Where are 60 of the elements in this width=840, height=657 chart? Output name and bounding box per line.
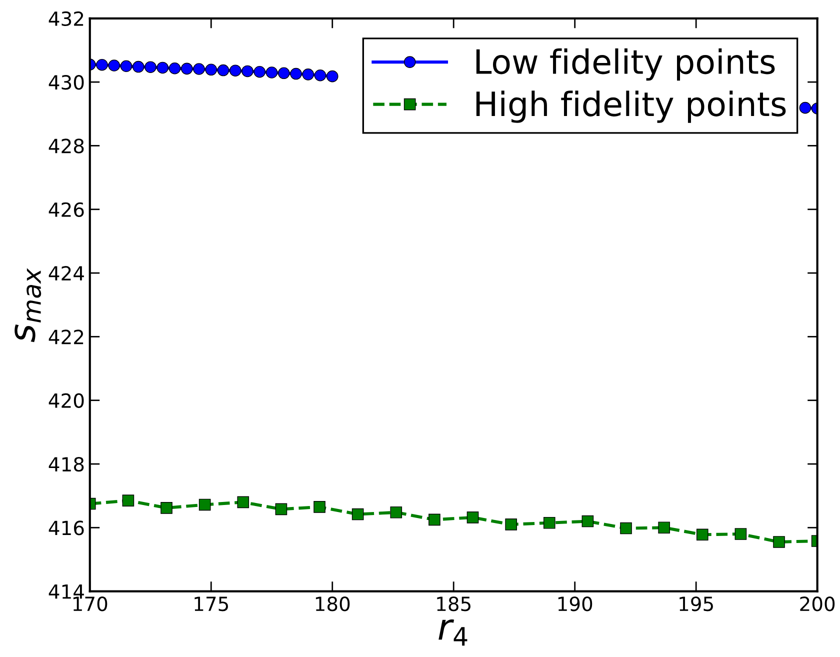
point	[217, 64, 230, 76]
point	[132, 60, 144, 73]
point	[193, 63, 205, 75]
point	[658, 522, 670, 534]
y-tick-label: 432	[48, 11, 84, 26]
x-tick-label: 185	[437, 596, 470, 612]
y-axis-title: s$_{max}$	[14, 268, 42, 342]
point	[543, 516, 556, 529]
y-tick-label: 414	[48, 584, 84, 599]
point	[352, 508, 364, 520]
point	[180, 62, 193, 75]
point	[242, 65, 254, 78]
point	[266, 66, 278, 78]
point	[254, 66, 266, 78]
point	[505, 518, 517, 530]
x-tick-label: 190	[558, 596, 592, 612]
y-tick-label: 416	[48, 520, 84, 536]
point	[620, 522, 632, 534]
point	[278, 67, 290, 80]
point	[314, 501, 326, 513]
point	[302, 68, 314, 80]
point	[96, 58, 108, 71]
point	[229, 64, 242, 76]
y-tick-label: 420	[48, 393, 84, 408]
y-tick-label: 424	[48, 266, 84, 280]
point	[205, 64, 218, 76]
legend-label: High fidelity points	[476, 90, 786, 123]
point	[108, 60, 120, 72]
x-tick-label: 200	[800, 596, 835, 612]
point	[696, 528, 708, 541]
point	[799, 102, 812, 114]
x-axis-title: r$_{4}$	[438, 619, 468, 646]
y-tick-label: 430	[48, 75, 84, 90]
legend-label: Low fidelity points	[476, 48, 775, 81]
point	[156, 62, 169, 74]
point	[120, 60, 132, 72]
point	[773, 536, 785, 548]
point	[390, 506, 402, 518]
point	[275, 503, 288, 516]
point	[168, 62, 181, 74]
y-tick-label: 418	[48, 456, 84, 472]
point	[466, 512, 479, 524]
point	[582, 515, 594, 528]
x-tick-label: 180	[316, 596, 350, 612]
point	[237, 496, 250, 508]
point	[160, 502, 172, 514]
y-tick-label: 428	[48, 138, 84, 154]
y-tick-label: 422	[48, 330, 84, 344]
point	[144, 61, 156, 73]
point	[198, 498, 211, 511]
x-tick-label: 170	[73, 596, 108, 612]
x-tick-label: 175	[194, 596, 228, 612]
point	[314, 69, 326, 82]
x-tick-label: 195	[680, 596, 713, 612]
point	[122, 494, 134, 506]
point	[290, 68, 302, 80]
y-tick-label: 426	[48, 202, 84, 218]
point	[734, 528, 747, 540]
point	[428, 514, 440, 526]
point	[326, 70, 338, 82]
